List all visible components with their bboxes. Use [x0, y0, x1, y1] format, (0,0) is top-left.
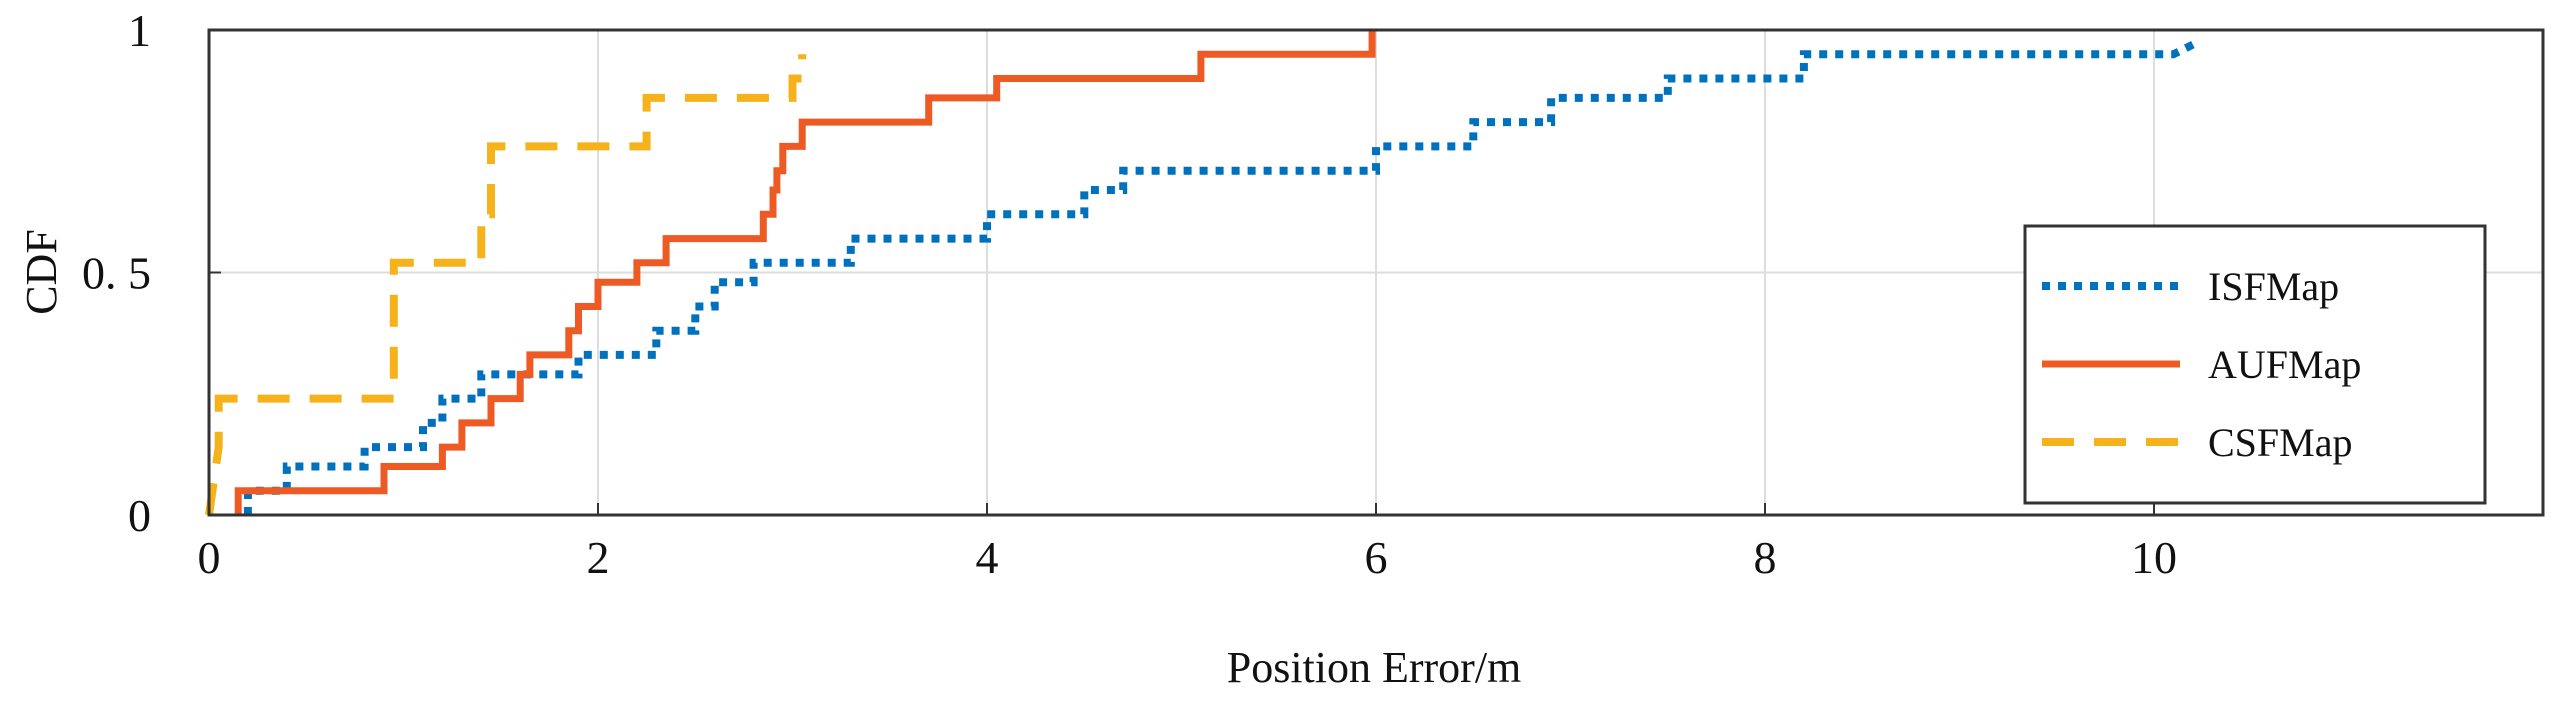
x-tick-label: 0: [198, 532, 221, 583]
y-tick-label: 1: [128, 5, 151, 56]
x-tick-label: 8: [1754, 532, 1777, 583]
series-line-csfmap: [205, 54, 807, 516]
axis-ticks: 0 2 4 6 8 10 0 0. 5 1: [82, 5, 2177, 583]
series-lines: [205, 30, 2195, 516]
y-axis-label: CDF: [17, 229, 66, 315]
series-line-aufmap: [234, 30, 1376, 515]
y-tick-label: 0. 5: [82, 248, 151, 299]
x-tick-label: 6: [1365, 532, 1388, 583]
y-tick-label: 0: [128, 490, 151, 541]
x-tick-label: 10: [2131, 532, 2177, 583]
x-tick-label: 4: [976, 532, 999, 583]
legend-label-aufmap: AUFMap: [2208, 342, 2361, 387]
series-line-isfmap: [243, 41, 2195, 515]
legend: ISFMap AUFMap CSFMap: [2023, 224, 2487, 505]
legend-label-isfmap: ISFMap: [2208, 264, 2339, 309]
legend-label-csfmap: CSFMap: [2208, 420, 2353, 465]
x-tick-label: 2: [587, 532, 610, 583]
x-axis-label: Position Error/m: [1227, 643, 1522, 692]
